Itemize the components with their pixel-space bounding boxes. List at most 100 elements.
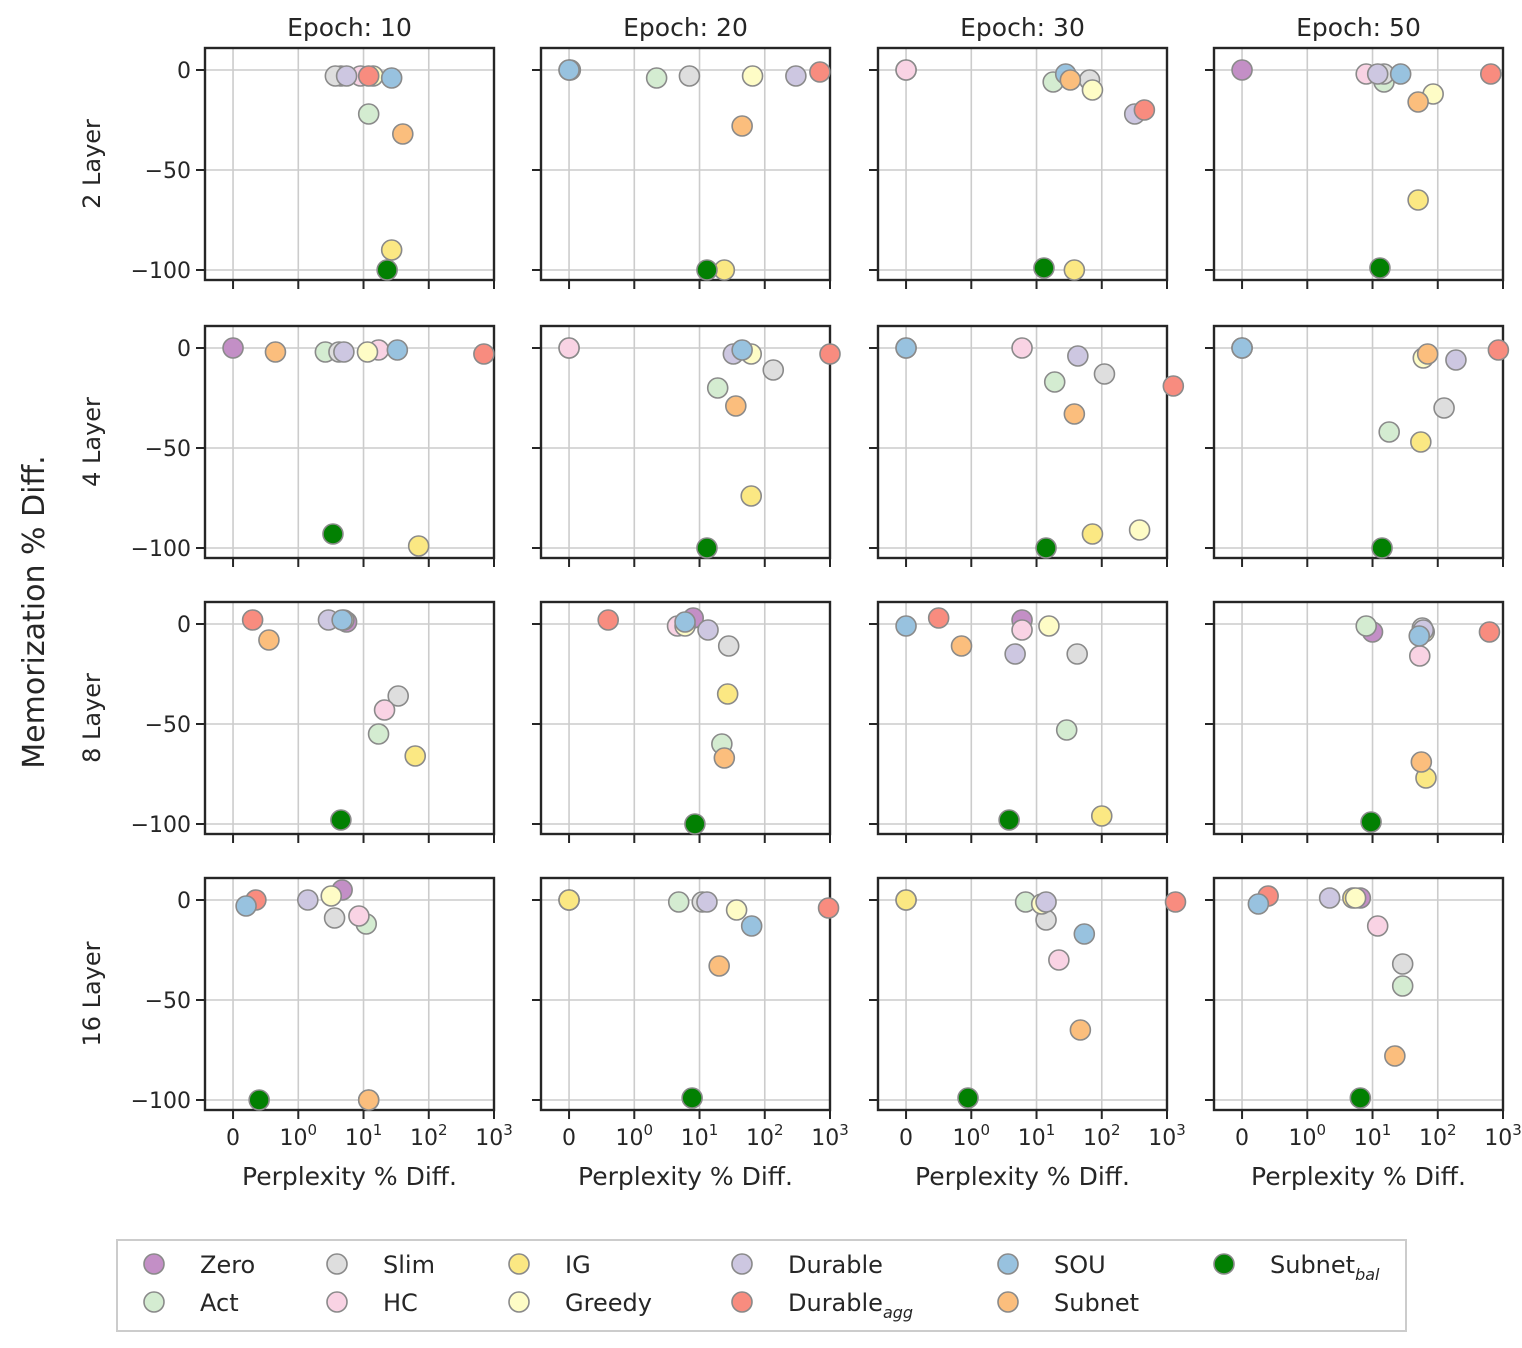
point-subnet [357, 1089, 380, 1111]
point-greedy [356, 341, 379, 363]
col-title: Epoch: 50 [1296, 13, 1421, 42]
x-tick-label: 102 [1083, 1121, 1121, 1151]
legend-marker [143, 1253, 165, 1275]
x-tick-label: 0 [562, 1126, 576, 1151]
x-tick-label: 0 [226, 1126, 240, 1151]
point-durable [696, 891, 718, 913]
legend-label: Greedy [565, 1289, 652, 1317]
y-tick-label: −50 [145, 159, 191, 184]
panel-frame [539, 876, 832, 1112]
point-ig [1081, 523, 1104, 545]
point-slim [1066, 643, 1088, 665]
point-durable-agg [1479, 63, 1502, 85]
x-tick-label: 102 [746, 1121, 784, 1151]
point-hc [558, 337, 580, 359]
point-subnet [1069, 1019, 1092, 1041]
point-durable [785, 65, 807, 87]
point-act [706, 377, 729, 399]
panel-r3-c1: 0 −50 −100 8 Layer [78, 600, 496, 843]
point-subnet [258, 629, 280, 651]
point-subnet-bal [330, 809, 352, 831]
point-durable [1445, 349, 1467, 371]
x-tick-label: 101 [1354, 1121, 1392, 1151]
point-subnet [713, 747, 736, 769]
point-hc [1048, 949, 1070, 971]
x-tick-label: 100 [953, 1121, 991, 1151]
point-zero [222, 337, 244, 359]
x-tick-label: 103 [1484, 1121, 1522, 1151]
point-greedy [1128, 519, 1151, 541]
point-ig [716, 683, 739, 705]
point-hc [348, 905, 370, 927]
point-ig [380, 239, 403, 261]
point-sou [235, 895, 257, 917]
point-act [1043, 371, 1066, 393]
point-ig [558, 889, 580, 911]
point-subnet-bal [998, 809, 1020, 831]
point-act [367, 723, 390, 745]
x-tick-label: 101 [1018, 1121, 1056, 1151]
point-sou [731, 339, 753, 361]
col-title: Epoch: 10 [287, 13, 412, 42]
point-act [667, 891, 690, 913]
point-subnet-bal [376, 259, 398, 281]
x-tick-label: 0 [1235, 1126, 1249, 1151]
row-title: 4 Layer [78, 397, 106, 487]
point-act [1378, 421, 1400, 443]
panel-r2-c2 [532, 324, 841, 567]
panel-frame [539, 324, 832, 560]
y-tick-label: 0 [177, 889, 191, 914]
col-title: Epoch: 30 [960, 13, 1085, 42]
legend-marker [508, 1253, 530, 1275]
x-axis-title: Perplexity % Diff. [242, 1162, 457, 1191]
point-subnet-bal [1349, 1087, 1372, 1109]
panel-frame [1212, 600, 1505, 836]
point-act [357, 103, 380, 125]
point-hc [1366, 915, 1389, 937]
point-ig [740, 485, 763, 507]
legend-item-durable-agg: Durableagg [731, 1289, 913, 1322]
point-zero [1231, 59, 1253, 81]
point-act [1391, 975, 1414, 997]
point-ig [407, 535, 430, 557]
y-tick-label: −50 [145, 437, 191, 462]
panel-r2-c3 [869, 324, 1185, 567]
x-tick-label: 103 [811, 1121, 849, 1151]
point-subnet [1407, 91, 1429, 113]
point-sou [558, 59, 580, 81]
x-axis-title: Perplexity % Diff. [915, 1162, 1130, 1191]
x-tick-label: 100 [1289, 1121, 1327, 1151]
point-ig [1410, 431, 1432, 453]
x-tick-label: 102 [410, 1121, 448, 1151]
legend-label: Subnet [1054, 1289, 1139, 1317]
point-durable-agg [241, 609, 264, 631]
legend-item-greedy: Greedy [508, 1289, 652, 1317]
point-durable-agg [1133, 99, 1156, 121]
point-act [645, 67, 668, 89]
super-ylabel: Memorization % Diff. [17, 455, 52, 768]
point-hc [373, 699, 396, 721]
legend-label: Slim [383, 1251, 435, 1279]
panel-frame [876, 600, 1169, 836]
legend-marker [997, 1253, 1019, 1275]
panel-r3-c2 [532, 600, 832, 843]
y-tick-label: 0 [177, 59, 191, 84]
panel-r1-c3: Epoch: 30 [869, 13, 1169, 289]
point-greedy [741, 65, 764, 87]
point-slim [678, 65, 701, 87]
point-durable-agg [819, 343, 841, 365]
y-tick-label: −100 [131, 813, 191, 838]
panel-r4-c2: 0 100 101 102 103 Perplexity % Diff. [532, 876, 849, 1191]
x-tick-label: 102 [1419, 1121, 1457, 1151]
point-greedy [1038, 615, 1060, 637]
point-durable-agg [1162, 375, 1185, 397]
panel-frame [203, 600, 496, 836]
legend-marker [997, 1291, 1019, 1313]
y-tick-label: 0 [177, 337, 191, 362]
point-subnet [1410, 751, 1433, 773]
panel-frame [203, 46, 496, 282]
point-ig [1407, 189, 1429, 211]
point-hc [1011, 337, 1033, 359]
legend-item-slim: Slim [326, 1251, 435, 1279]
point-sou [1231, 337, 1253, 359]
